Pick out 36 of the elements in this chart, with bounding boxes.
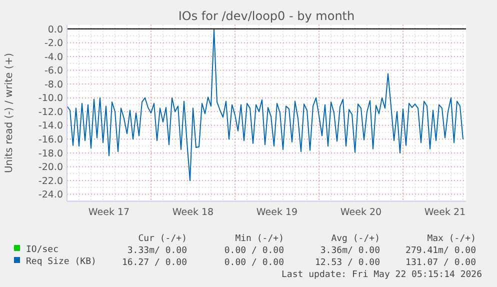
y-tick-label: -20.0 <box>38 162 63 174</box>
x-tick-label: Week 17 <box>88 207 130 218</box>
legend-label: Req Size (KB) <box>26 257 96 267</box>
y-tick-label: -24.0 <box>38 190 63 201</box>
text: 16.27 / 0.00 <box>122 258 187 268</box>
y-tick-label: 0.0 <box>48 24 63 36</box>
chart-title: IOs for /dev/loop0 - by month <box>178 9 355 23</box>
line-series <box>66 29 464 182</box>
text: 3.36m/ 0.00 <box>320 246 380 256</box>
y-tick-label: -10.0 <box>38 93 63 104</box>
y-tick-label: -16.0 <box>38 134 63 146</box>
y-axis-title: Units read (-) / write (+) <box>4 52 15 174</box>
text: 279.41m/ 0.00 <box>406 246 476 256</box>
y-tick-label: -22.0 <box>38 176 63 187</box>
y-tick-label: -14.0 <box>38 120 63 132</box>
y-tick-label: -12.0 <box>38 106 63 118</box>
text: Last update: Fri May 22 05:15:14 2026 <box>282 270 482 280</box>
x-tick-label: Week 19 <box>256 207 298 218</box>
text: 0.00 / 0.00 <box>224 246 284 256</box>
y-tick-label: -2.0 <box>44 38 63 50</box>
text: 0.00 / 0.00 <box>224 258 284 268</box>
legend-label: IO/sec <box>26 245 59 255</box>
y-tick-label: -8.0 <box>44 79 63 90</box>
y-tick-label: -6.0 <box>44 66 63 77</box>
text: Cur (-/+) <box>138 234 187 244</box>
text: 12.53 / 0.00 <box>314 258 380 268</box>
x-tick-label: Week 20 <box>340 207 382 218</box>
text: Max (-/+) <box>427 234 476 244</box>
text: 131.07 / 0.00 <box>406 258 476 268</box>
y-tick-label: -4.0 <box>44 52 63 63</box>
x-tick-label: Week 21 <box>424 207 466 218</box>
y-tick-label: -18.0 <box>38 148 63 160</box>
x-tick-label: Week 18 <box>172 207 214 218</box>
text: 3.33m/ 0.00 <box>127 246 187 256</box>
text: Avg (-/+) <box>331 234 380 244</box>
text: Min (-/+) <box>235 234 284 244</box>
